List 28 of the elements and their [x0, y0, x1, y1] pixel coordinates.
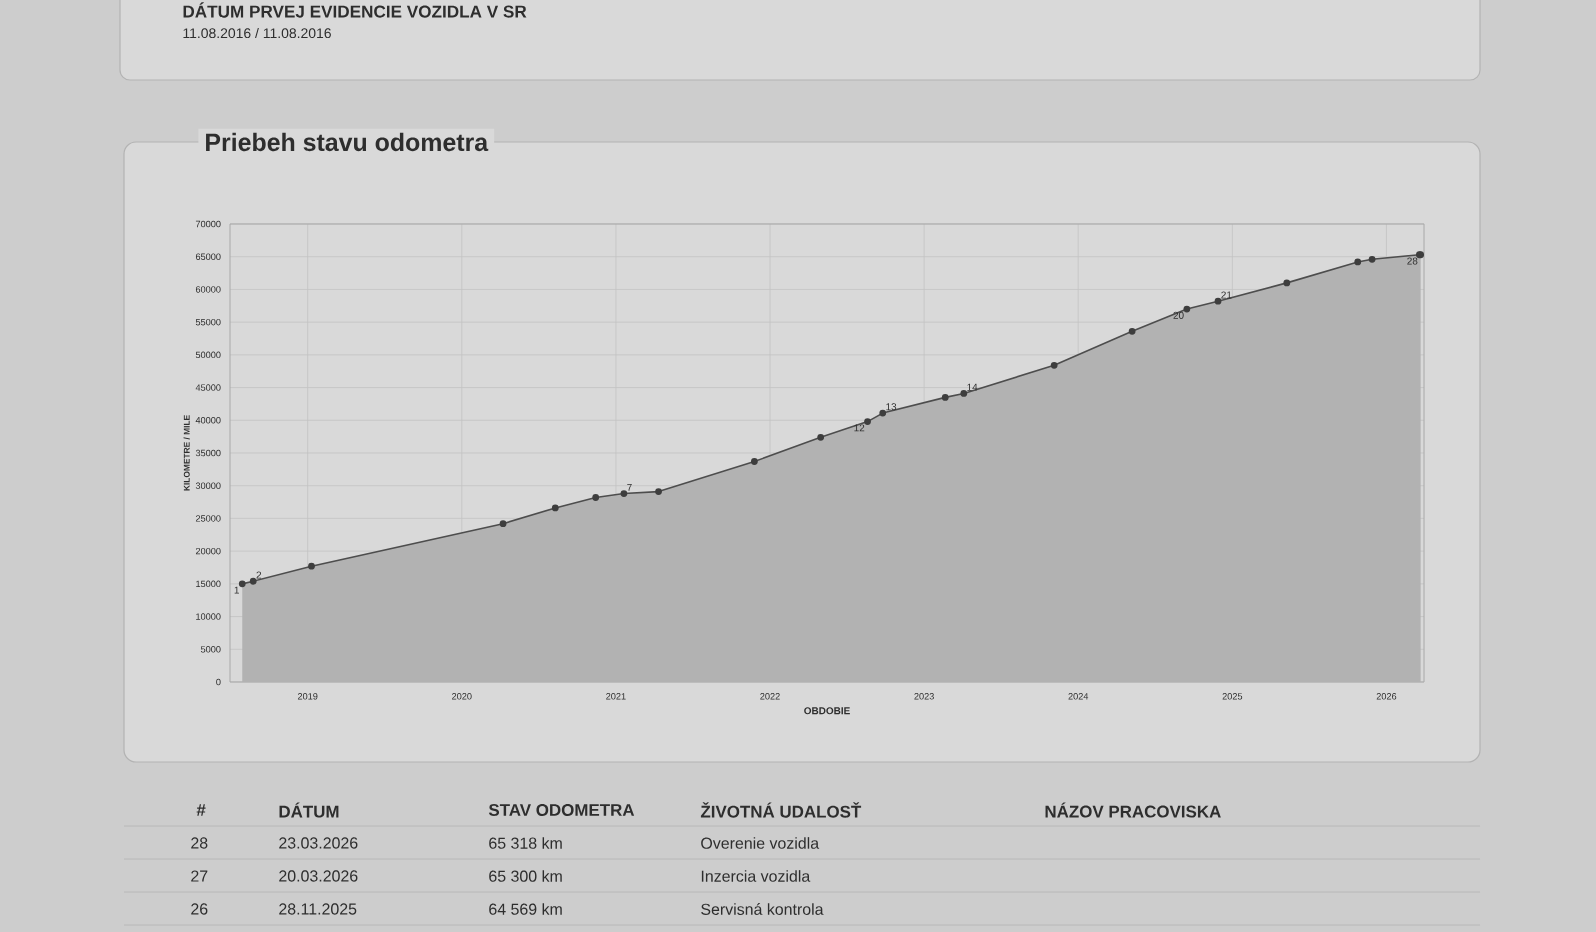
point	[238, 580, 246, 588]
point	[551, 504, 559, 512]
point	[1214, 297, 1222, 305]
point	[1050, 361, 1058, 369]
text: DÁTUM	[279, 802, 339, 818]
point	[750, 458, 758, 465]
point	[864, 418, 871, 425]
text: NÁZOV PRACOVISKA	[1045, 802, 1221, 818]
text: ŽIVOTNÁ UDALOSŤ	[700, 802, 862, 818]
point	[1183, 305, 1191, 313]
point	[1128, 327, 1136, 335]
point	[1368, 255, 1376, 263]
point	[879, 409, 887, 417]
text: DÁTUM PRVEJ EVIDENCIE VOZIDLA V SR	[183, 2, 527, 18]
point	[941, 393, 949, 401]
text: #	[196, 804, 206, 816]
point	[960, 390, 968, 397]
chart-title: Priebeh stavu odometra	[206, 132, 489, 152]
point	[249, 577, 257, 585]
point	[620, 490, 628, 497]
point	[817, 433, 825, 441]
point	[308, 562, 315, 570]
point	[1354, 258, 1362, 266]
point	[1283, 279, 1291, 287]
point	[655, 488, 662, 495]
point	[499, 520, 507, 528]
text: STAV ODOMETRA	[488, 804, 635, 816]
point	[592, 494, 600, 501]
